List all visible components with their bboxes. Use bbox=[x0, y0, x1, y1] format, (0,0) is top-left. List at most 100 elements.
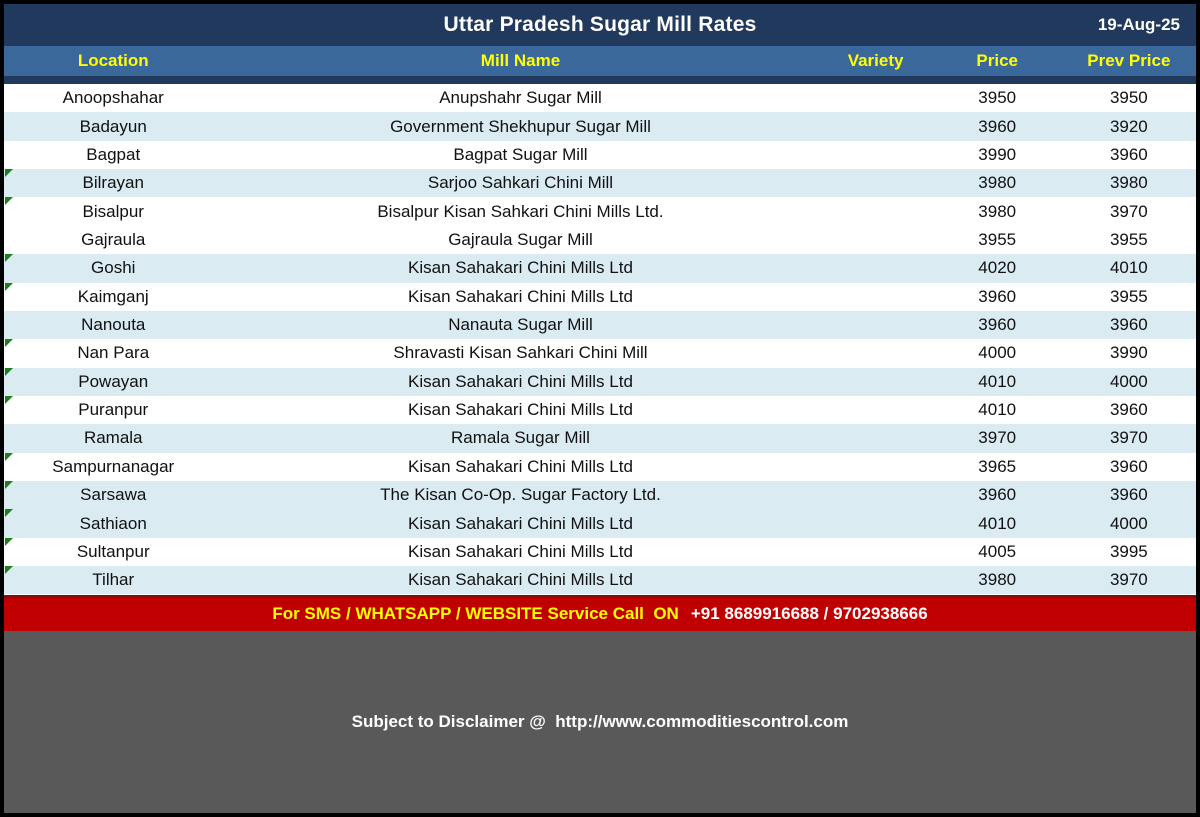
error-marker-icon bbox=[5, 339, 13, 348]
price-cell: 3960 bbox=[978, 286, 1017, 306]
prev-price-cell: 4000 bbox=[1109, 371, 1148, 391]
price-cell: 3965 bbox=[978, 456, 1017, 476]
price-cell: 4005 bbox=[978, 541, 1017, 561]
mill-name-cell: Gajraula Sugar Mill bbox=[448, 229, 593, 249]
location-cell: Gajraula bbox=[81, 229, 146, 249]
location-cell: Nanouta bbox=[81, 315, 146, 335]
error-marker-icon bbox=[5, 537, 13, 546]
prev-price-cell: 3955 bbox=[1109, 286, 1148, 306]
column-header-mill-name: Mill Name bbox=[480, 51, 561, 70]
prev-price-cell: 3920 bbox=[1109, 116, 1148, 136]
mill-name-cell: Kisan Sahakari Chini Mills Ltd bbox=[408, 456, 633, 476]
table-header-row: Location Mill Name Variety Price Prev Pr… bbox=[4, 46, 1196, 84]
mill-name-cell: Bagpat Sugar Mill bbox=[453, 144, 588, 164]
table-row: Nanouta Nanauta Sugar Mill 3960 3960 bbox=[4, 310, 1196, 340]
prev-price-cell: 3950 bbox=[1109, 88, 1148, 108]
title-bar: Uttar Pradesh Sugar Mill Rates 19-Aug-25 bbox=[4, 4, 1196, 46]
mill-name-cell: Ramala Sugar Mill bbox=[451, 428, 590, 448]
location-cell: Tilhar bbox=[92, 570, 135, 590]
sms-service-bar: For SMS / WHATSAPP / WEBSITE Service Cal… bbox=[4, 594, 1196, 631]
price-cell: 4000 bbox=[978, 343, 1017, 363]
price-cell: 4010 bbox=[978, 513, 1017, 533]
price-cell: 3960 bbox=[978, 315, 1017, 335]
price-cell: 4020 bbox=[978, 258, 1017, 278]
location-cell: Nan Para bbox=[77, 343, 150, 363]
table-row: Ramala Ramala Sugar Mill 3970 3970 bbox=[4, 424, 1196, 453]
price-cell: 3990 bbox=[978, 144, 1017, 164]
mill-name-cell: Anupshahr Sugar Mill bbox=[439, 88, 602, 108]
error-marker-icon bbox=[5, 169, 13, 178]
column-header-prev-price: Prev Price bbox=[1087, 51, 1171, 70]
mill-name-cell: Kisan Sahakari Chini Mills Ltd bbox=[408, 400, 633, 420]
prev-price-cell: 3960 bbox=[1109, 144, 1148, 164]
table-row: Powayan Kisan Sahakari Chini Mills Ltd 4… bbox=[4, 367, 1196, 396]
table-row: Gajraula Gajraula Sugar Mill 3955 3955 bbox=[4, 225, 1196, 255]
prev-price-cell: 3955 bbox=[1109, 229, 1148, 249]
table-row: Puranpur Kisan Sahakari Chini Mills Ltd … bbox=[4, 395, 1196, 425]
error-marker-icon bbox=[5, 395, 13, 404]
mill-name-cell: Bisalpur Kisan Sahkari Chini Mills Ltd. bbox=[377, 201, 664, 221]
price-cell: 3980 bbox=[978, 570, 1017, 590]
table-body: Anoopshahar Anupshahr Sugar Mill 3950 39… bbox=[4, 84, 1196, 595]
price-cell: 3970 bbox=[978, 428, 1017, 448]
price-cell: 3950 bbox=[978, 88, 1017, 108]
price-cell: 4010 bbox=[978, 371, 1017, 391]
mill-name-cell: Kisan Sahakari Chini Mills Ltd bbox=[408, 371, 633, 391]
table-row: Tilhar Kisan Sahakari Chini Mills Ltd 39… bbox=[4, 566, 1196, 595]
prev-price-cell: 3970 bbox=[1109, 201, 1148, 221]
location-cell: Kaimganj bbox=[77, 286, 149, 306]
column-header-location: Location bbox=[77, 51, 149, 70]
mill-name-cell: Government Shekhupur Sugar Mill bbox=[390, 116, 651, 136]
prev-price-cell: 3960 bbox=[1109, 400, 1148, 420]
table-row: Nan Para Shravasti Kisan Sahkari Chini M… bbox=[4, 339, 1196, 368]
price-cell: 3955 bbox=[978, 229, 1017, 249]
price-cell: 3980 bbox=[978, 201, 1017, 221]
prev-price-cell: 3960 bbox=[1109, 315, 1148, 335]
mill-name-cell: Kisan Sahakari Chini Mills Ltd bbox=[408, 570, 633, 590]
prev-price-cell: 3970 bbox=[1109, 570, 1148, 590]
column-header-variety: Variety bbox=[847, 51, 904, 70]
price-cell: 3960 bbox=[978, 116, 1017, 136]
error-marker-icon bbox=[5, 509, 13, 518]
prev-price-cell: 3960 bbox=[1109, 485, 1148, 505]
table-row: Bilrayan Sarjoo Sahkari Chini Mill 3980 … bbox=[4, 169, 1196, 198]
error-marker-icon bbox=[5, 481, 13, 490]
location-cell: Badayun bbox=[79, 116, 147, 136]
table-row: Sampurnanagar Kisan Sahakari Chini Mills… bbox=[4, 452, 1196, 482]
error-marker-icon bbox=[5, 566, 13, 575]
location-cell: Bisalpur bbox=[82, 201, 144, 221]
location-cell: Sampurnanagar bbox=[52, 456, 175, 476]
prev-price-cell: 3990 bbox=[1109, 343, 1148, 363]
location-cell: Bilrayan bbox=[82, 173, 144, 193]
mill-name-cell: Kisan Sahakari Chini Mills Ltd bbox=[408, 258, 633, 278]
column-header-price: Price bbox=[976, 51, 1018, 70]
error-marker-icon bbox=[5, 367, 13, 376]
error-marker-icon bbox=[5, 197, 13, 206]
table-row: Anoopshahar Anupshahr Sugar Mill 3950 39… bbox=[4, 84, 1196, 113]
location-cell: Powayan bbox=[78, 371, 149, 391]
mill-name-cell: Kisan Sahakari Chini Mills Ltd bbox=[408, 513, 633, 533]
sms-service-text: For SMS / WHATSAPP / WEBSITE Service Cal… bbox=[272, 604, 679, 623]
location-cell: Sathiaon bbox=[79, 513, 147, 533]
location-cell: Sultanpur bbox=[76, 541, 150, 561]
table-row: Sarsawa The Kisan Co-Op. Sugar Factory L… bbox=[4, 481, 1196, 510]
table-row: Kaimganj Kisan Sahakari Chini Mills Ltd … bbox=[4, 282, 1196, 311]
mill-name-cell: Nanauta Sugar Mill bbox=[448, 315, 593, 335]
error-marker-icon bbox=[5, 452, 13, 461]
mill-name-cell: Kisan Sahakari Chini Mills Ltd bbox=[408, 286, 633, 306]
table-row: Badayun Government Shekhupur Sugar Mill … bbox=[4, 112, 1196, 141]
disclaimer-bar: Subject to Disclaimer @ http://www.commo… bbox=[4, 630, 1196, 813]
price-cell: 3980 bbox=[978, 173, 1017, 193]
location-cell: Puranpur bbox=[78, 400, 149, 420]
table-row: Goshi Kisan Sahakari Chini Mills Ltd 402… bbox=[4, 254, 1196, 283]
report-date: 19-Aug-25 bbox=[1097, 15, 1180, 34]
location-cell: Anoopshahar bbox=[62, 88, 164, 108]
price-cell: 4010 bbox=[978, 400, 1017, 420]
location-cell: Sarsawa bbox=[80, 485, 147, 505]
location-cell: Goshi bbox=[91, 258, 136, 278]
mill-name-cell: The Kisan Co-Op. Sugar Factory Ltd. bbox=[380, 485, 661, 505]
price-cell: 3960 bbox=[978, 485, 1017, 505]
table-row: Sathiaon Kisan Sahakari Chini Mills Ltd … bbox=[4, 509, 1196, 538]
table-row: Bagpat Bagpat Sugar Mill 3990 3960 bbox=[4, 140, 1196, 170]
